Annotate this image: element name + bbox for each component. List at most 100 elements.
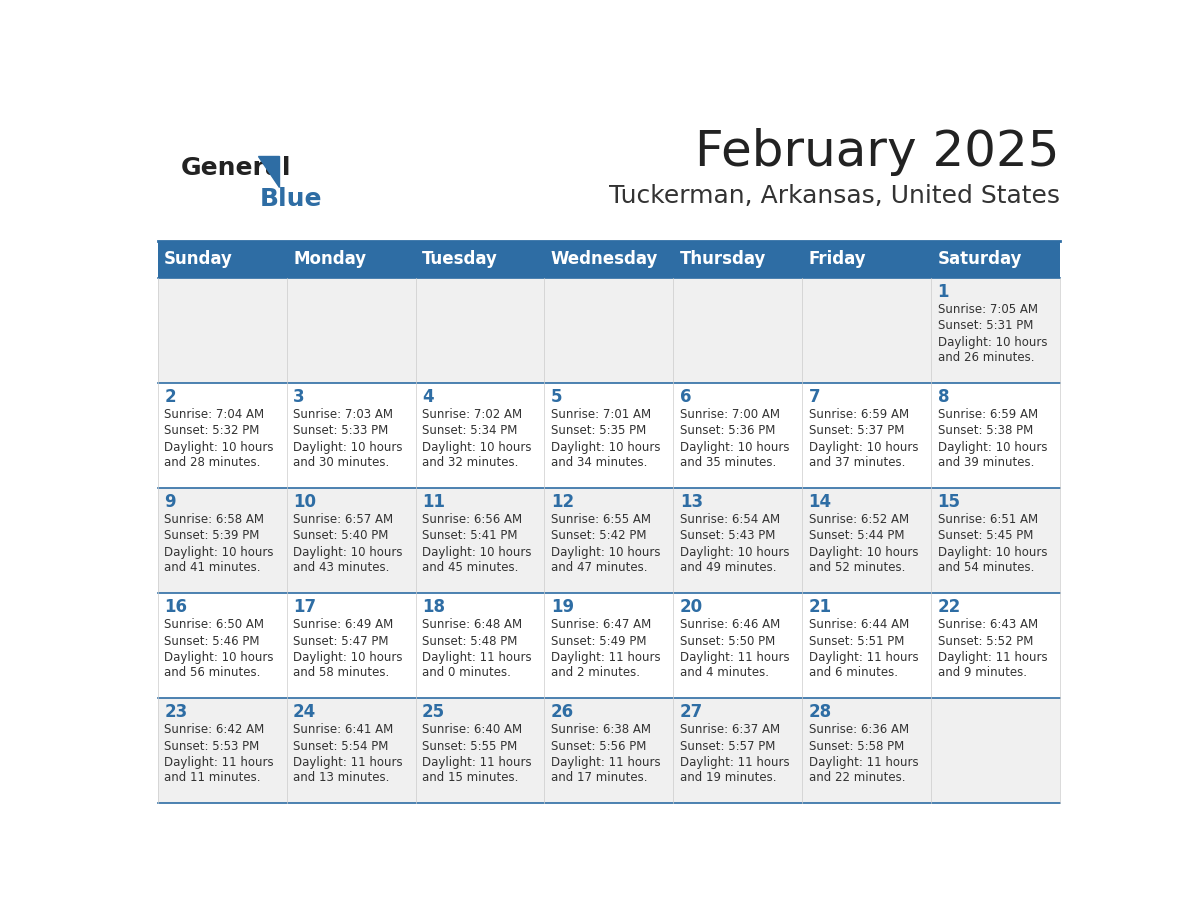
Text: and 2 minutes.: and 2 minutes. <box>551 666 640 679</box>
Text: Daylight: 10 hours: Daylight: 10 hours <box>551 545 661 559</box>
Text: Sunset: 5:51 PM: Sunset: 5:51 PM <box>809 634 904 647</box>
Text: and 35 minutes.: and 35 minutes. <box>680 456 776 469</box>
Text: 2: 2 <box>164 387 176 406</box>
Text: Thursday: Thursday <box>680 251 766 268</box>
Text: Sunset: 5:43 PM: Sunset: 5:43 PM <box>680 530 775 543</box>
Text: Sunrise: 6:47 AM: Sunrise: 6:47 AM <box>551 618 651 632</box>
Text: Sunset: 5:48 PM: Sunset: 5:48 PM <box>422 634 517 647</box>
Text: Daylight: 11 hours: Daylight: 11 hours <box>937 651 1047 664</box>
Text: and 39 minutes.: and 39 minutes. <box>937 456 1034 469</box>
Text: Sunset: 5:56 PM: Sunset: 5:56 PM <box>551 740 646 753</box>
Text: 5: 5 <box>551 387 562 406</box>
Text: 16: 16 <box>164 598 188 616</box>
Text: Daylight: 11 hours: Daylight: 11 hours <box>809 651 918 664</box>
Text: Sunset: 5:50 PM: Sunset: 5:50 PM <box>680 634 775 647</box>
Text: Sunrise: 6:42 AM: Sunrise: 6:42 AM <box>164 723 265 736</box>
Text: 6: 6 <box>680 387 691 406</box>
Text: Sunrise: 6:38 AM: Sunrise: 6:38 AM <box>551 723 651 736</box>
Text: Sunset: 5:47 PM: Sunset: 5:47 PM <box>293 634 388 647</box>
Text: Sunset: 5:33 PM: Sunset: 5:33 PM <box>293 424 388 438</box>
Text: Sunrise: 7:04 AM: Sunrise: 7:04 AM <box>164 409 264 421</box>
Text: Daylight: 11 hours: Daylight: 11 hours <box>422 651 531 664</box>
Text: 22: 22 <box>937 598 961 616</box>
Text: Sunrise: 7:00 AM: Sunrise: 7:00 AM <box>680 409 779 421</box>
Text: Daylight: 11 hours: Daylight: 11 hours <box>422 756 531 768</box>
Text: Daylight: 10 hours: Daylight: 10 hours <box>164 545 273 559</box>
Text: Sunset: 5:54 PM: Sunset: 5:54 PM <box>293 740 388 753</box>
Text: Sunset: 5:36 PM: Sunset: 5:36 PM <box>680 424 775 438</box>
Bar <box>158 487 1060 593</box>
Text: Daylight: 10 hours: Daylight: 10 hours <box>422 441 531 453</box>
Text: Sunday: Sunday <box>164 251 233 268</box>
Bar <box>158 593 1060 698</box>
Text: 10: 10 <box>293 493 316 510</box>
Text: General: General <box>181 156 291 180</box>
Text: Sunset: 5:35 PM: Sunset: 5:35 PM <box>551 424 646 438</box>
Bar <box>158 383 1060 487</box>
Text: Daylight: 11 hours: Daylight: 11 hours <box>680 756 789 768</box>
Text: Daylight: 11 hours: Daylight: 11 hours <box>551 756 661 768</box>
Text: Sunrise: 6:59 AM: Sunrise: 6:59 AM <box>809 409 909 421</box>
Text: Daylight: 11 hours: Daylight: 11 hours <box>293 756 403 768</box>
Text: Sunrise: 6:56 AM: Sunrise: 6:56 AM <box>422 513 522 526</box>
Text: Daylight: 10 hours: Daylight: 10 hours <box>293 545 403 559</box>
Text: Daylight: 11 hours: Daylight: 11 hours <box>809 756 918 768</box>
Text: Sunrise: 7:02 AM: Sunrise: 7:02 AM <box>422 409 522 421</box>
Text: Wednesday: Wednesday <box>551 251 658 268</box>
Text: Friday: Friday <box>809 251 866 268</box>
Text: Sunset: 5:58 PM: Sunset: 5:58 PM <box>809 740 904 753</box>
Text: 26: 26 <box>551 703 574 721</box>
Text: Sunrise: 6:57 AM: Sunrise: 6:57 AM <box>293 513 393 526</box>
Text: Sunset: 5:42 PM: Sunset: 5:42 PM <box>551 530 646 543</box>
Text: and 13 minutes.: and 13 minutes. <box>293 771 390 784</box>
Text: Sunrise: 6:52 AM: Sunrise: 6:52 AM <box>809 513 909 526</box>
Text: Sunset: 5:49 PM: Sunset: 5:49 PM <box>551 634 646 647</box>
Text: 25: 25 <box>422 703 446 721</box>
Text: Daylight: 10 hours: Daylight: 10 hours <box>937 441 1047 453</box>
Text: Sunset: 5:32 PM: Sunset: 5:32 PM <box>164 424 259 438</box>
Text: Sunrise: 6:55 AM: Sunrise: 6:55 AM <box>551 513 651 526</box>
Text: Daylight: 10 hours: Daylight: 10 hours <box>551 441 661 453</box>
Text: 7: 7 <box>809 387 820 406</box>
Text: Sunrise: 6:40 AM: Sunrise: 6:40 AM <box>422 723 522 736</box>
Text: 14: 14 <box>809 493 832 510</box>
Text: Sunset: 5:38 PM: Sunset: 5:38 PM <box>937 424 1032 438</box>
Text: Sunset: 5:46 PM: Sunset: 5:46 PM <box>164 634 260 647</box>
Text: Sunrise: 6:58 AM: Sunrise: 6:58 AM <box>164 513 264 526</box>
Text: Sunset: 5:53 PM: Sunset: 5:53 PM <box>164 740 259 753</box>
Text: and 45 minutes.: and 45 minutes. <box>422 561 518 575</box>
Text: Sunset: 5:45 PM: Sunset: 5:45 PM <box>937 530 1032 543</box>
Text: and 17 minutes.: and 17 minutes. <box>551 771 647 784</box>
Text: Sunset: 5:44 PM: Sunset: 5:44 PM <box>809 530 904 543</box>
Text: Sunrise: 6:37 AM: Sunrise: 6:37 AM <box>680 723 779 736</box>
Text: and 6 minutes.: and 6 minutes. <box>809 666 898 679</box>
Text: Sunrise: 7:03 AM: Sunrise: 7:03 AM <box>293 409 393 421</box>
Text: and 0 minutes.: and 0 minutes. <box>422 666 511 679</box>
Text: Sunrise: 6:44 AM: Sunrise: 6:44 AM <box>809 618 909 632</box>
Text: Sunset: 5:37 PM: Sunset: 5:37 PM <box>809 424 904 438</box>
Bar <box>158 698 1060 803</box>
Text: Tuckerman, Arkansas, United States: Tuckerman, Arkansas, United States <box>609 185 1060 208</box>
Text: Sunrise: 6:41 AM: Sunrise: 6:41 AM <box>293 723 393 736</box>
Text: 20: 20 <box>680 598 703 616</box>
Text: 1: 1 <box>937 283 949 300</box>
Text: Sunset: 5:55 PM: Sunset: 5:55 PM <box>422 740 517 753</box>
Text: Daylight: 10 hours: Daylight: 10 hours <box>937 545 1047 559</box>
Text: 28: 28 <box>809 703 832 721</box>
Text: Sunrise: 6:43 AM: Sunrise: 6:43 AM <box>937 618 1037 632</box>
Text: 13: 13 <box>680 493 703 510</box>
Text: and 56 minutes.: and 56 minutes. <box>164 666 260 679</box>
Text: Sunset: 5:57 PM: Sunset: 5:57 PM <box>680 740 775 753</box>
Text: and 4 minutes.: and 4 minutes. <box>680 666 769 679</box>
Text: and 22 minutes.: and 22 minutes. <box>809 771 905 784</box>
Text: Daylight: 10 hours: Daylight: 10 hours <box>809 545 918 559</box>
Bar <box>158 277 1060 383</box>
Text: 19: 19 <box>551 598 574 616</box>
Text: and 9 minutes.: and 9 minutes. <box>937 666 1026 679</box>
Text: Sunrise: 6:50 AM: Sunrise: 6:50 AM <box>164 618 264 632</box>
Text: and 34 minutes.: and 34 minutes. <box>551 456 647 469</box>
Text: Daylight: 10 hours: Daylight: 10 hours <box>293 651 403 664</box>
Text: Sunset: 5:40 PM: Sunset: 5:40 PM <box>293 530 388 543</box>
Text: 24: 24 <box>293 703 316 721</box>
Text: and 47 minutes.: and 47 minutes. <box>551 561 647 575</box>
